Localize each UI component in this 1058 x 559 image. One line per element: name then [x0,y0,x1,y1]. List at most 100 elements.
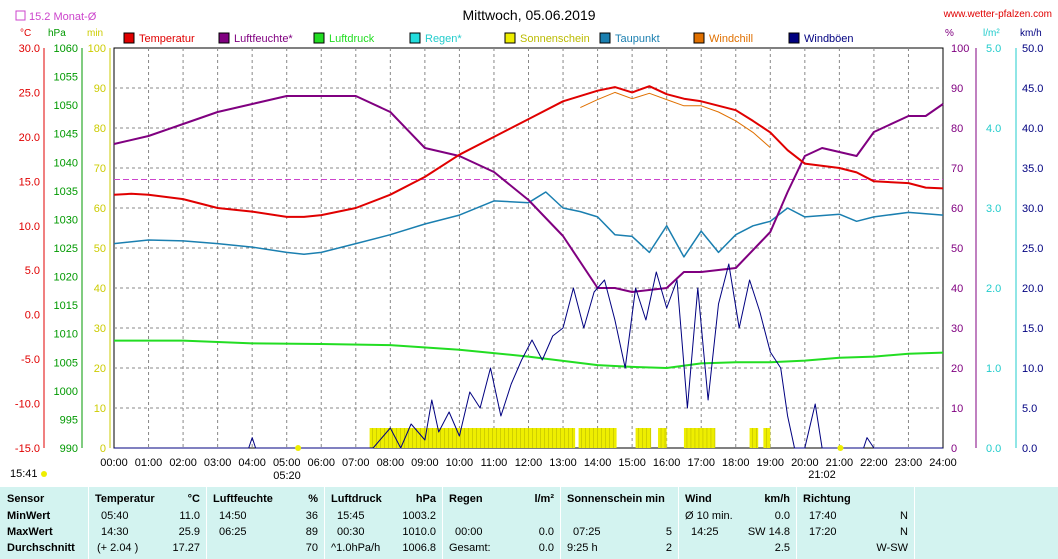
humidity-tick-label: 100 [951,43,969,55]
wind-tick-label: 40.0 [1022,123,1043,135]
temperature-tick-label: 30.0 [19,43,40,55]
avg-press-value: 1006.8 [402,542,436,554]
header-humidity: Luftfeuchte [213,493,273,505]
legend-swatch [788,32,800,44]
min-dir-value: N [900,510,908,522]
temperature-tick-label: 0.0 [25,310,40,322]
x-tick-label: 06:00 [307,457,335,469]
sunshine-bar [763,428,771,448]
table-divider [324,487,325,559]
series-line-temperature [113,85,944,218]
x-tick-label: 13:00 [549,457,577,469]
min-press-time: 15:45 [337,510,365,522]
max-wind-value: SW 14.8 [747,526,790,538]
sunshine-tick-label: 90 [94,83,106,95]
legend-label: Luftdruck [329,33,375,45]
avg-press-trend: ^1.0hPa/h [331,542,381,554]
pressure-tick-label: 1025 [54,243,78,255]
x-tick-label: 22:00 [860,457,888,469]
sunshine-tick-label: 60 [94,203,106,215]
humidity-tick-label: 60 [951,203,963,215]
wind-unit-label: km/h [1020,28,1042,39]
temperature-tick-label: 5.0 [25,265,40,277]
series-line-gusts [114,263,943,449]
header-sensor: Sensor [7,493,45,505]
temperature-tick-label: 25.0 [19,87,40,99]
header-wind: Wind [685,493,712,505]
row-label-max: MaxWert [7,526,53,538]
max-rain-time: 00:00 [455,526,483,538]
legend-label: Windchill [709,33,753,45]
legend-label: Taupunkt [615,33,660,45]
humidity-tick-label: 30 [951,323,963,335]
sunshine-tick-label: 40 [94,283,106,295]
temperature-tick-label: 10.0 [19,221,40,233]
wind-tick-label: 50.0 [1022,43,1043,55]
header-sunshine: Sonnenschein min [567,493,665,505]
legend-swatch [218,32,230,44]
avg-temp-value: 17.27 [172,542,200,554]
avg-sun-value: 2 [665,542,672,554]
pressure-tick-label: 1040 [54,157,78,169]
source-url: www.wetter-pfalzen.com [943,9,1052,20]
wind-tick-label: 5.0 [1022,403,1037,415]
wind-tick-label: 35.0 [1022,163,1043,175]
temperature-tick-label: -10.0 [15,399,40,411]
chart-title: Mittwoch, 05.06.2019 [462,7,595,23]
humidity-tick-label: 50 [951,243,963,255]
header-direction: Richtung [803,493,851,505]
pressure-tick-label: 1010 [54,329,78,341]
pressure-tick-label: 990 [60,443,78,455]
x-tick-label: 15:00 [618,457,646,469]
pressure-tick-label: 1000 [54,386,78,398]
sunshine-bar [683,428,716,448]
x-tick-label: 02:00 [169,457,197,469]
min-wind-time: Ø 10 min. [685,510,733,522]
humidity-tick-label: 80 [951,123,963,135]
pressure-tick-label: 1035 [54,186,78,198]
x-tick-label: 21:00 [826,457,854,469]
legend-label: Luftfeuchte* [234,33,293,45]
series-line-windchill [580,91,771,148]
legend-swatch [313,32,325,44]
wind-tick-label: 0.0 [1022,443,1037,455]
min-temp-time: 05:40 [101,510,129,522]
temperature-tick-label: 20.0 [19,132,40,144]
sunshine-tick-label: 70 [94,163,106,175]
x-tick-label: 20:00 [791,457,819,469]
rain-tick-label: 1.0 [986,363,1001,375]
weather-chart: Mittwoch, 05.06.2019 www.wetter-pfalzen.c… [10,7,1052,482]
min-dir-time: 17:40 [809,510,837,522]
header-pressure-unit: hPa [415,493,436,505]
max-dir-value: N [900,526,908,538]
wind-tick-label: 25.0 [1022,243,1043,255]
wind-tick-label: 10.0 [1022,363,1043,375]
legend-swatch [123,32,135,44]
table-divider [796,487,797,559]
sunshine-tick-label: 100 [88,43,106,55]
x-tick-label: 19:00 [757,457,785,469]
header-wind-unit: km/h [764,493,790,505]
x-tick-label: 23:00 [895,457,923,469]
humidity-tick-label: 20 [951,363,963,375]
sunshine-bar [658,428,667,448]
monthly-average-icon [15,10,26,21]
table-divider [678,487,679,559]
legend-label: Sonnenschein [520,33,590,45]
table-divider [88,487,89,559]
max-rain-value: 0.0 [538,526,554,538]
sunrise-time-label: 05:20 [273,470,301,482]
wind-tick-label: 20.0 [1022,283,1043,295]
x-tick-label: 08:00 [377,457,405,469]
rain-tick-label: 4.0 [986,123,1001,135]
sunshine-tick-label: 50 [94,243,106,255]
humidity-tick-label: 90 [951,83,963,95]
pressure-tick-label: 1055 [54,72,78,84]
avg-rain-value: 0.0 [538,542,554,554]
sunshine-bar [635,428,652,448]
row-label-avg: Durchschnitt [7,542,75,554]
sun-marker-icon [41,471,47,477]
sunshine-tick-label: 0 [100,443,106,455]
header-rain: Regen [449,493,483,505]
